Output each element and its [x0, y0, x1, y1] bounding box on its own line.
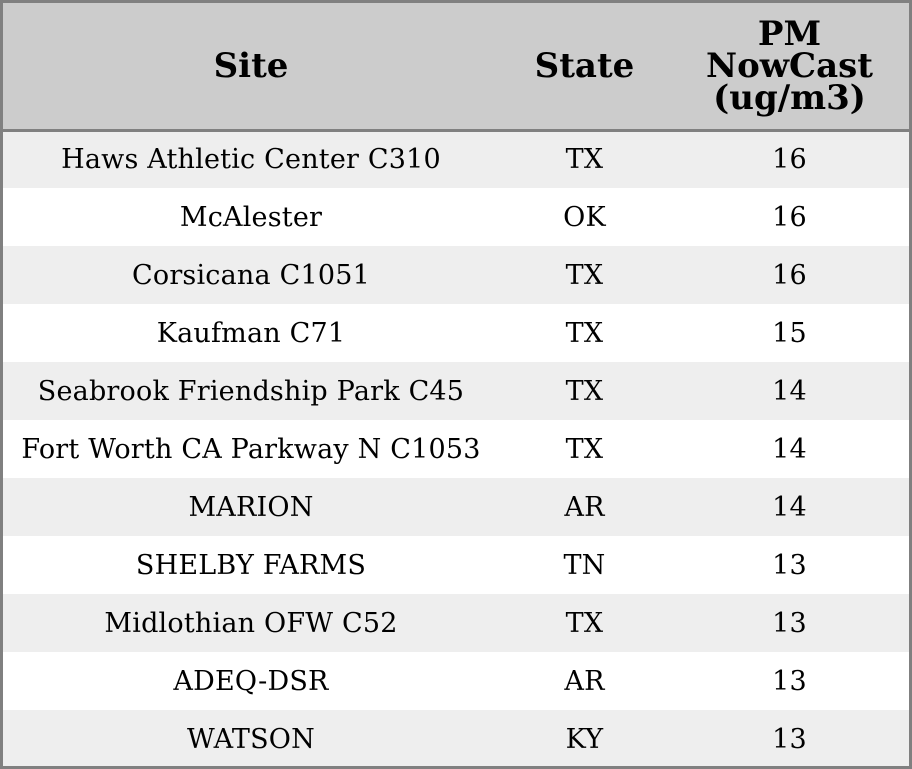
cell-state: OK: [563, 201, 606, 233]
cell-state: TX: [565, 317, 604, 349]
table-row: Seabrook Friendship Park C45 TX 14: [3, 362, 909, 420]
cell-pm-nowcast: 16: [772, 144, 807, 176]
table-row: MARION AR 14: [3, 478, 909, 536]
column-header-pm-line-2: NowCast: [706, 45, 873, 86]
cell-state: TX: [565, 433, 604, 465]
cell-state: TN: [563, 549, 606, 581]
cell-state: AR: [564, 665, 605, 697]
cell-site: WATSON: [187, 723, 315, 755]
column-header-state-label: State: [534, 45, 635, 86]
cell-pm-nowcast: 13: [772, 665, 807, 697]
cell-state: KY: [565, 723, 604, 755]
cell-site: SHELBY FARMS: [135, 549, 367, 581]
cell-pm-nowcast: 14: [772, 375, 807, 407]
table-row: Haws Athletic Center C310 TX 16: [3, 130, 909, 188]
cell-site: Midlothian OFW C52: [104, 607, 398, 639]
cell-site: ADEQ-DSR: [173, 665, 329, 697]
cell-site: Corsicana C1051: [132, 259, 370, 291]
column-header-pm-line-3: (ug/m3): [713, 77, 866, 118]
cell-pm-nowcast: 14: [772, 491, 807, 523]
table-row: Corsicana C1051 TX 16: [3, 246, 909, 304]
cell-site: McAlester: [179, 201, 323, 233]
table-row: Kaufman C71 TX 15: [3, 304, 909, 362]
cell-pm-nowcast: 14: [772, 433, 807, 465]
table-row: Fort Worth CA Parkway N C1053 TX 14: [3, 420, 909, 478]
column-header-pm-line-1: PM: [757, 13, 822, 54]
column-header-site-label: Site: [213, 45, 289, 86]
cell-state: TX: [565, 144, 604, 176]
table-row: WATSON KY 13: [3, 710, 909, 766]
cell-site: MARION: [188, 491, 314, 523]
cell-state: TX: [565, 375, 604, 407]
cell-state: TX: [565, 259, 604, 291]
cell-pm-nowcast: 13: [772, 549, 807, 581]
cell-pm-nowcast: 15: [772, 317, 807, 349]
cell-site: Fort Worth CA Parkway N C1053: [21, 433, 481, 465]
cell-pm-nowcast: 16: [772, 201, 807, 233]
cell-state: TX: [565, 607, 604, 639]
cell-pm-nowcast: 16: [772, 259, 807, 291]
column-header-site: Site: [3, 3, 499, 130]
table-row: McAlester OK 16: [3, 188, 909, 246]
cell-pm-nowcast: 13: [772, 607, 807, 639]
table-row: Midlothian OFW C52 TX 13: [3, 594, 909, 652]
column-header-pm-nowcast: PM NowCast (ug/m3): [670, 3, 909, 130]
table-row: ADEQ-DSR AR 13: [3, 652, 909, 710]
cell-site: Kaufman C71: [156, 317, 346, 349]
column-header-state: State: [499, 3, 670, 130]
table-body: Haws Athletic Center C310 TX 16 McAleste…: [3, 130, 909, 766]
cell-site: Haws Athletic Center C310: [61, 144, 441, 176]
cell-site: Seabrook Friendship Park C45: [37, 375, 465, 407]
cell-pm-nowcast: 13: [772, 723, 807, 755]
table-row: SHELBY FARMS TN 13: [3, 536, 909, 594]
pm-nowcast-table: Site State PM NowCast (ug/m3) Haws Athle…: [3, 3, 909, 766]
cell-state: AR: [564, 491, 605, 523]
table-header-row: Site State PM NowCast (ug/m3): [3, 3, 909, 130]
